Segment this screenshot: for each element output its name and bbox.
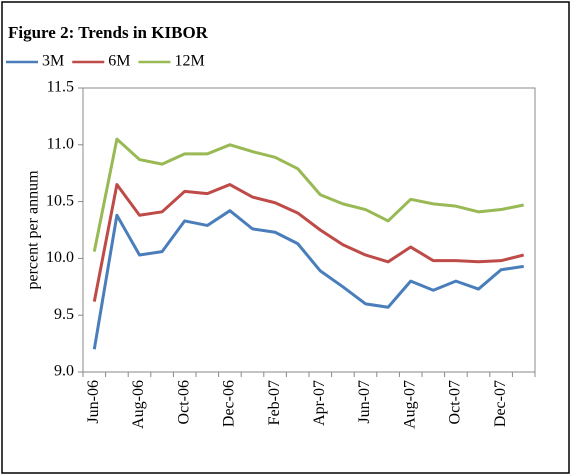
x-tick-label: Jun-06 (85, 380, 102, 424)
y-tick-label: 9.0 (54, 363, 74, 380)
x-tick-label: Oct-07 (447, 380, 464, 424)
y-tick-label: 9.5 (54, 306, 74, 323)
x-tick-label: Apr-07 (311, 380, 328, 426)
chart-title: Figure 2: Trends in KIBOR (8, 23, 209, 42)
legend-label: 12M (174, 53, 204, 70)
x-tick-label: Dec-07 (492, 380, 509, 427)
x-tick-label: Dec-06 (221, 380, 238, 427)
line-series (92, 137, 524, 252)
y-tick-label: 10.5 (46, 192, 74, 209)
y-tick-label: 10.0 (46, 249, 74, 266)
x-tick-label: Oct-06 (175, 380, 192, 424)
y-tick-label: 11.5 (47, 79, 74, 96)
x-tick-label: Feb-07 (266, 380, 283, 425)
line-series (92, 209, 524, 350)
x-tick-label: Jun-07 (356, 380, 373, 424)
legend-label: 3M (42, 53, 64, 70)
x-tick-label: Aug-06 (130, 380, 147, 429)
legend-label: 6M (108, 53, 130, 70)
line-series (92, 183, 525, 302)
y-axis-label: percent per annum (25, 170, 42, 290)
y-tick-label: 11.0 (47, 135, 74, 152)
x-tick-label: Aug-07 (401, 380, 418, 429)
